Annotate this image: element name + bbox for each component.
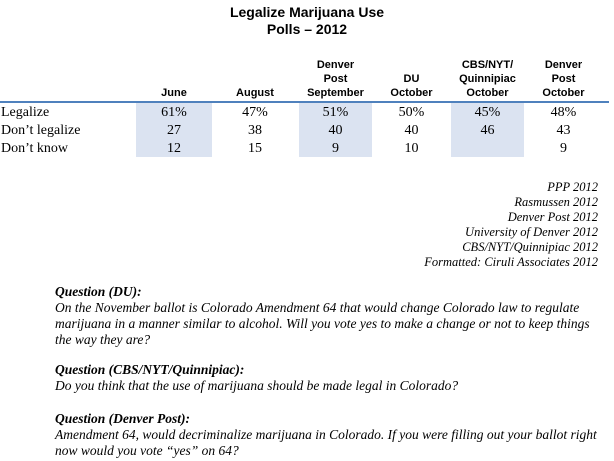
col-header-cbs-october: CBS/NYT/ Quinnipiac October	[451, 54, 524, 100]
col-header-line: Denver	[316, 59, 355, 71]
source-line: Rasmussen 2012	[514, 195, 598, 209]
question-text-cbs: Do you think that the use of marijuana s…	[55, 378, 459, 393]
question-text-du: On the November ballot is Colorado Amend…	[55, 300, 590, 347]
col-header-line: CBS/NYT/	[461, 59, 514, 71]
table-cell: 50%	[398, 105, 425, 120]
col-header-du-october: DU October	[375, 54, 448, 100]
col-header-line: October	[542, 87, 585, 99]
table-cell: 46	[480, 123, 495, 138]
table-cell: 40	[328, 123, 343, 138]
col-header-line: September	[307, 87, 364, 99]
question-text-denver-post: Amendment 64, would decriminalize mariju…	[55, 427, 597, 458]
col-header-line: Denver	[544, 59, 583, 71]
table-cell: 38	[248, 123, 262, 138]
col-header-line: Post	[551, 73, 576, 85]
source-line: CBS/NYT/Quinnipiac 2012	[462, 240, 598, 254]
shade-september	[299, 103, 372, 157]
table-cell: 10	[404, 141, 419, 156]
question-heading-cbs: Question (CBS/NYT/Quinnipiac):	[55, 362, 245, 377]
shade-june	[136, 103, 212, 157]
shade-cbs-october	[451, 103, 524, 157]
col-header-denver-post-september: Denver Post September	[299, 54, 372, 100]
source-list: PPP 2012 Rasmussen 2012 Denver Post 2012…	[424, 180, 598, 270]
page-title: Legalize Marijuana Use	[229, 4, 385, 20]
table-cell: 61%	[161, 105, 187, 120]
col-header-line: October	[390, 87, 433, 99]
table-cell: 48%	[550, 105, 577, 120]
question-heading-du: Question (DU):	[55, 284, 142, 299]
page-subtitle: Polls – 2012	[266, 21, 348, 37]
question-heading-denver-post: Question (Denver Post):	[55, 411, 190, 426]
table-cell: 47%	[242, 105, 268, 120]
col-header-line: June	[161, 87, 187, 99]
col-header-denver-post-october: Denver Post October	[527, 54, 600, 100]
table-cell: 27	[167, 123, 181, 138]
table-cell: 51%	[322, 105, 349, 120]
table-cell: 9	[332, 141, 339, 156]
table-cell: 15	[248, 141, 262, 156]
table-cell: 12	[167, 141, 181, 156]
col-header-june: June	[136, 54, 212, 100]
table-cell: 40	[404, 123, 419, 138]
source-line: Formatted: Ciruli Associates 2012	[424, 255, 598, 269]
source-line: Denver Post 2012	[507, 210, 598, 224]
col-header-line: October	[466, 87, 509, 99]
col-header-line: August	[236, 87, 274, 99]
source-line: PPP 2012	[547, 180, 598, 194]
col-header-line: Post	[323, 73, 348, 85]
header-rule	[0, 101, 609, 103]
col-header-line: Quinnipiac	[459, 73, 516, 85]
row-label-dont-legalize: Don’t legalize	[1, 123, 81, 138]
row-label-dont-know: Don’t know	[1, 141, 69, 156]
row-label-legalize: Legalize	[1, 105, 50, 120]
table-cell: 9	[560, 141, 567, 156]
table-cell: 43	[556, 123, 571, 138]
source-line: University of Denver 2012	[465, 225, 598, 239]
table-cell: 45%	[474, 105, 501, 120]
col-header-line: DU	[403, 73, 420, 85]
col-header-august: August	[214, 54, 296, 100]
